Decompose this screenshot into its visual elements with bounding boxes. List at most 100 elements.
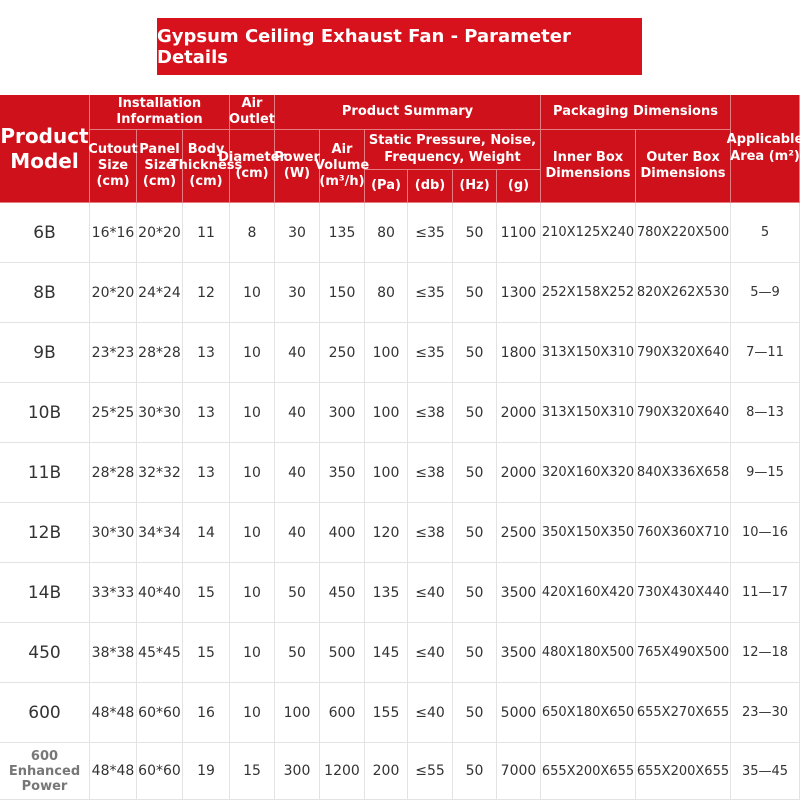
data-cell: 28*28 <box>90 443 137 503</box>
data-cell: 5 <box>731 203 800 263</box>
header-cell: Power (W) <box>274 130 320 203</box>
data-cell: 25*25 <box>90 383 137 443</box>
data-cell: 12 <box>183 263 230 323</box>
data-cell: 300 <box>320 383 365 443</box>
data-cell: 50 <box>453 623 497 683</box>
data-cell: 12—18 <box>731 623 800 683</box>
header-cell: Panel Size (cm) <box>137 130 183 203</box>
data-cell: 20*20 <box>137 203 183 263</box>
model-cell: 11B <box>0 443 90 503</box>
model-cell: 6B <box>0 203 90 263</box>
data-cell: 313X150X310 <box>541 323 636 383</box>
model-cell: 8B <box>0 263 90 323</box>
data-cell: 23*23 <box>90 323 137 383</box>
data-cell: 35—45 <box>731 743 800 800</box>
data-cell: 252X158X252 <box>541 263 636 323</box>
data-cell: 155 <box>365 683 408 743</box>
title: Gypsum Ceiling Exhaust Fan - Parameter D… <box>157 18 642 75</box>
data-cell: 50 <box>453 263 497 323</box>
data-cell: 600 <box>320 683 365 743</box>
data-cell: ≤38 <box>408 443 453 503</box>
header-cell: Cutout Size (cm) <box>88 130 138 203</box>
header-cell: Air Outlet <box>229 95 275 130</box>
data-cell: ≤40 <box>408 563 453 623</box>
header-cell: Product Summary <box>275 95 541 130</box>
data-cell: 10 <box>230 263 275 323</box>
data-cell: 50 <box>275 623 320 683</box>
data-cell: 820X262X530 <box>636 263 731 323</box>
data-cell: 320X160X320 <box>541 443 636 503</box>
data-cell: 135 <box>320 203 365 263</box>
data-cell: 145 <box>365 623 408 683</box>
data-cell: 655X270X655 <box>636 683 731 743</box>
header-cell: Diameter (cm) <box>218 130 286 203</box>
header-cell: Inner Box Dimensions <box>541 130 636 203</box>
data-cell: 80 <box>365 203 408 263</box>
data-cell: ≤38 <box>408 503 453 563</box>
data-cell: ≤35 <box>408 203 453 263</box>
header-cell: Packaging Dimensions <box>541 95 731 130</box>
header-cell: Outer Box Dimensions <box>636 130 731 203</box>
data-cell: 1200 <box>320 743 365 800</box>
data-cell: 100 <box>365 443 408 503</box>
data-cell: 1300 <box>497 263 541 323</box>
data-cell: 34*34 <box>137 503 183 563</box>
data-cell: 450 <box>320 563 365 623</box>
data-cell: 50 <box>453 563 497 623</box>
data-cell: 350X150X350 <box>541 503 636 563</box>
data-cell: 24*24 <box>137 263 183 323</box>
data-cell: 100 <box>275 683 320 743</box>
data-cell: 40 <box>275 443 320 503</box>
model-cell: 10B <box>0 383 90 443</box>
data-cell: 650X180X650 <box>541 683 636 743</box>
data-cell: 350 <box>320 443 365 503</box>
data-cell: 313X150X310 <box>541 383 636 443</box>
data-cell: 60*60 <box>137 683 183 743</box>
data-cell: 10 <box>230 323 275 383</box>
data-cell: 50 <box>453 383 497 443</box>
data-cell: 7—11 <box>731 323 800 383</box>
header-cell: (Pa) <box>365 170 408 203</box>
data-cell: 50 <box>453 443 497 503</box>
header-cell: (g) <box>497 170 541 203</box>
header-cell: Static Pressure, Noise, Frequency, Weigh… <box>365 130 541 170</box>
data-cell: 50 <box>275 563 320 623</box>
data-cell: 8—13 <box>731 383 800 443</box>
data-cell: 15 <box>183 623 230 683</box>
data-cell: 15 <box>230 743 275 800</box>
data-cell: 420X160X420 <box>541 563 636 623</box>
table-header: Product Model Installation Information Air… <box>0 95 800 203</box>
data-cell: 100 <box>365 323 408 383</box>
data-cell: 135 <box>365 563 408 623</box>
data-cell: 765X490X500 <box>636 623 731 683</box>
data-cell: 40*40 <box>137 563 183 623</box>
data-cell: 655X200X655 <box>636 743 731 800</box>
data-cell: ≤40 <box>408 623 453 683</box>
data-cell: 19 <box>183 743 230 800</box>
data-cell: 40 <box>275 383 320 443</box>
data-cell: 120 <box>365 503 408 563</box>
data-cell: 50 <box>453 323 497 383</box>
data-cell: 480X180X500 <box>541 623 636 683</box>
data-cell: 730X430X440 <box>636 563 731 623</box>
data-cell: 30*30 <box>137 383 183 443</box>
data-cell: 32*32 <box>137 443 183 503</box>
data-cell: 780X220X500 <box>636 203 731 263</box>
header-cell: Air Volume (m³/h) <box>315 130 369 203</box>
data-cell: 400 <box>320 503 365 563</box>
data-cell: 48*48 <box>90 683 137 743</box>
data-cell: 1800 <box>497 323 541 383</box>
data-cell: 5—9 <box>731 263 800 323</box>
data-cell: 15 <box>183 563 230 623</box>
data-cell: 16*16 <box>90 203 137 263</box>
data-cell: 10 <box>230 503 275 563</box>
data-cell: 500 <box>320 623 365 683</box>
data-cell: 11—17 <box>731 563 800 623</box>
model-cell: 9B <box>0 323 90 383</box>
data-cell: 7000 <box>497 743 541 800</box>
data-cell: 300 <box>275 743 320 800</box>
header-cell: Installation Information <box>90 95 230 130</box>
data-cell: 80 <box>365 263 408 323</box>
header-cell: Body Thickness (cm) <box>170 130 242 203</box>
